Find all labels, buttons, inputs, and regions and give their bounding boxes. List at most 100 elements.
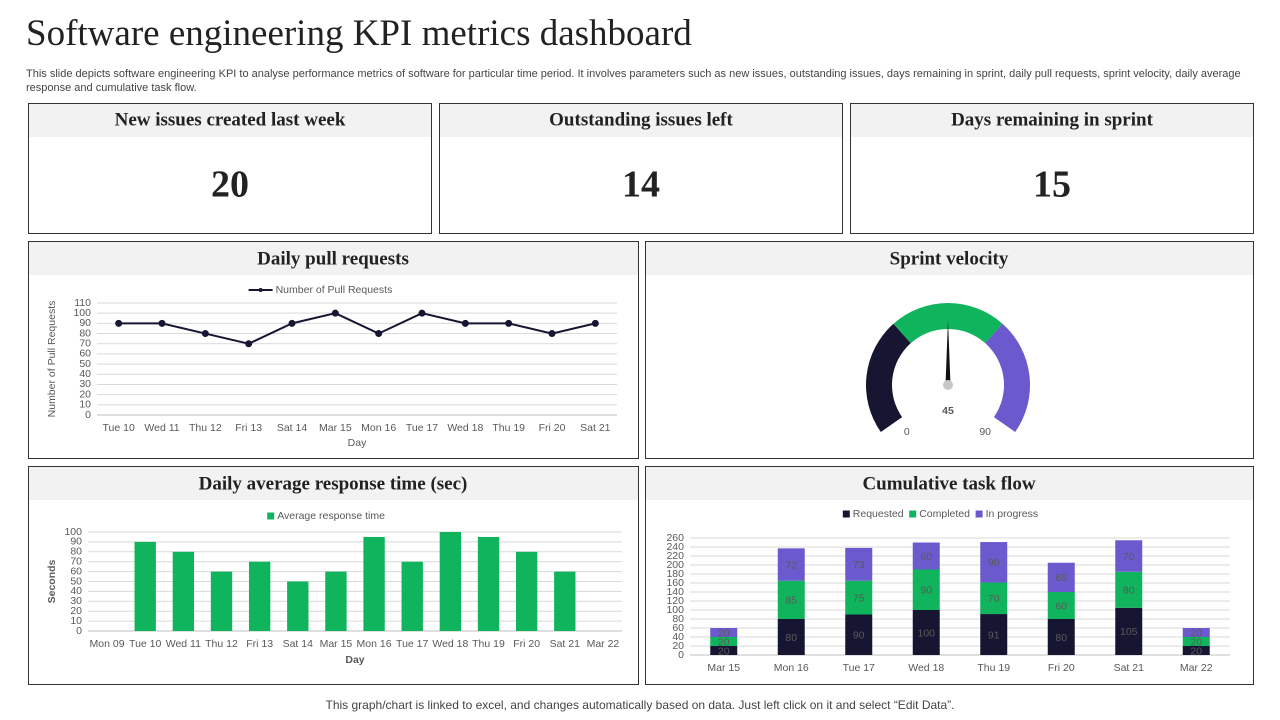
x-tick-label: Mon 16	[361, 422, 396, 434]
x-tick-label: Fri 13	[246, 638, 273, 650]
x-tick-label: Wed 18	[432, 638, 468, 650]
card-header	[646, 467, 1253, 500]
bar-segment	[980, 614, 1008, 655]
legend-label: Number of Pull Requests	[276, 284, 393, 296]
data-label: 70	[1123, 551, 1135, 563]
y-tick-label: 60	[79, 348, 91, 360]
bar-segment	[777, 580, 805, 619]
data-label: 105	[1120, 626, 1138, 638]
x-tick-label: Mon 16	[774, 662, 809, 674]
y-tick-label: 20	[70, 605, 82, 617]
bar-segment	[912, 610, 940, 655]
data-label: 100	[917, 627, 935, 639]
y-tick-label: 10	[70, 615, 82, 627]
x-tick-label: Thu 19	[492, 422, 525, 434]
x-tick-label: Thu 19	[472, 638, 505, 650]
y-tick-label: 20	[79, 388, 91, 400]
y-tick-label: 30	[79, 378, 91, 390]
point	[245, 340, 253, 348]
kpi-value: 15	[1033, 164, 1071, 206]
legend-swatch	[909, 510, 917, 518]
bar	[248, 561, 271, 631]
y-tick-label: 240	[666, 541, 684, 553]
point	[548, 330, 556, 338]
data-label: 20	[718, 636, 730, 648]
y-tick-label: 100	[64, 526, 82, 538]
y-tick-label: 30	[70, 595, 82, 607]
x-tick-label: Fri 20	[1048, 662, 1075, 674]
x-tick-label: Mar 22	[587, 638, 620, 650]
bar-segment	[1115, 540, 1143, 572]
x-tick-label: Tue 10	[129, 638, 161, 650]
bar-segment	[710, 637, 738, 646]
y-tick-label: 10	[79, 399, 91, 411]
point	[375, 330, 383, 338]
x-tick-label: Tue 17	[396, 638, 428, 650]
bar	[210, 571, 233, 631]
card	[28, 241, 639, 459]
card-header	[29, 242, 638, 275]
data-label: 60	[920, 551, 932, 563]
y-axis-label: Seconds	[46, 559, 58, 603]
bar-segment	[845, 547, 873, 581]
legend-swatch	[258, 288, 263, 292]
x-tick-label: Tue 10	[103, 422, 135, 434]
data-label: 65	[1055, 572, 1067, 584]
data-label: 20	[1190, 627, 1202, 639]
data-label: 91	[988, 629, 1000, 641]
point	[288, 319, 296, 327]
x-tick-label: Fri 20	[513, 638, 540, 650]
bar	[554, 571, 576, 631]
legend-label: Completed	[919, 508, 970, 520]
bar-segment	[845, 614, 873, 655]
x-tick-label: Tue 17	[406, 422, 438, 434]
x-tick-label: Wed 18	[447, 422, 483, 434]
bar-segment	[1047, 562, 1075, 592]
x-tick-label: Sat 14	[283, 638, 314, 650]
x-tick-label: Thu 12	[189, 422, 222, 434]
y-tick-label: 20	[672, 640, 684, 652]
data-label: 90	[920, 585, 932, 597]
x-tick-label: Mar 15	[319, 422, 352, 434]
y-tick-label: 90	[79, 317, 91, 329]
bar-segment	[1182, 628, 1210, 637]
card-header	[29, 467, 638, 500]
bar-segment	[1047, 619, 1075, 655]
x-axis-label: Day	[348, 437, 367, 449]
bar-segment	[777, 619, 805, 655]
kpi-cards: New issues created last week Outstanding…	[28, 103, 1254, 234]
gauge-min: 0	[904, 426, 910, 438]
legend-label: Requested	[853, 508, 904, 520]
y-tick-label: 260	[666, 532, 684, 544]
data-label: 70	[988, 593, 1000, 605]
x-tick-label: Sat 21	[1114, 662, 1145, 674]
bar-segment	[1115, 571, 1143, 608]
legend-label: In progress	[986, 508, 1039, 520]
x-tick-label: Fri 13	[235, 422, 262, 434]
x-tick-label: Wed 11	[166, 638, 201, 650]
x-axis-label: Day	[345, 654, 364, 666]
bar	[134, 541, 156, 631]
y-tick-label: 80	[672, 613, 684, 625]
data-label: 73	[853, 559, 865, 571]
y-tick-label: 0	[85, 409, 91, 421]
bar	[325, 571, 347, 631]
x-tick-label: Mar 15	[707, 662, 740, 674]
kpi-label: New issues created last week	[115, 109, 346, 130]
x-tick-label: Sat 21	[580, 422, 611, 434]
gauge-value: 45	[942, 405, 954, 417]
y-tick-label: 0	[76, 625, 82, 637]
point	[418, 309, 426, 317]
point	[201, 330, 209, 338]
x-tick-label: Wed 18	[908, 662, 944, 674]
data-label: 80	[785, 632, 797, 644]
bar-segment	[1182, 637, 1210, 646]
data-label: 90	[853, 630, 865, 642]
bar	[172, 551, 195, 631]
kpi-label: Days remaining in sprint	[951, 109, 1153, 130]
chart-title: Daily pull requests	[257, 248, 409, 269]
data-label: 80	[1055, 632, 1067, 644]
bar	[439, 532, 462, 631]
y-tick-label: 80	[79, 327, 91, 339]
